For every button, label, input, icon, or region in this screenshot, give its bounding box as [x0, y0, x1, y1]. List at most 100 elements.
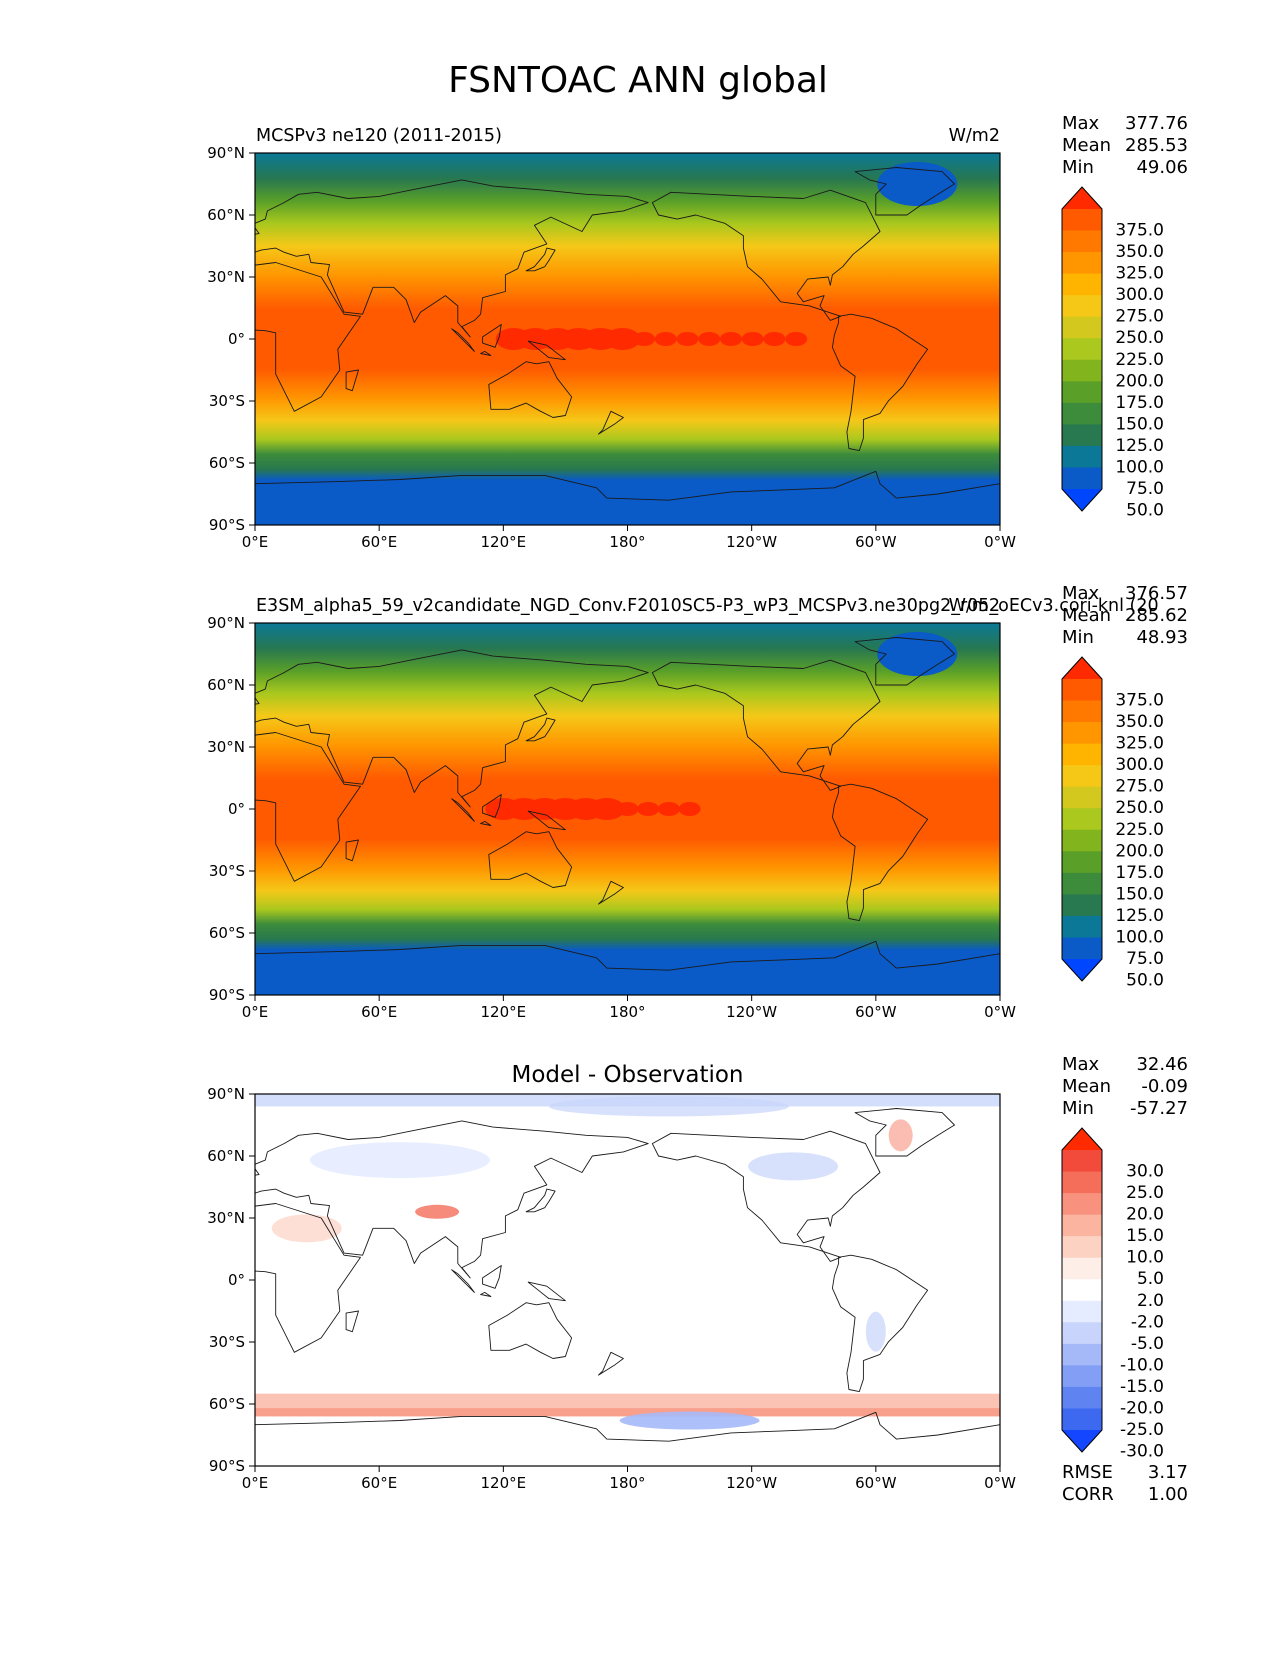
y-tick-label: 30°S — [209, 392, 245, 410]
coastline — [598, 1351, 624, 1376]
coastline — [527, 810, 566, 831]
equatorial-maximum — [678, 802, 701, 816]
equatorial-maximum — [698, 332, 721, 346]
eurasia-bias — [309, 1142, 490, 1179]
panel-title-left: E3SM_alpha5_59_v2candidate_NGD_Conv.F201… — [256, 596, 1159, 616]
colorbar-segment — [1062, 808, 1102, 831]
stat-label: Min — [1062, 157, 1094, 178]
colorbar-label: -20.0 — [1120, 1398, 1164, 1418]
colorbar-label: 30.0 — [1126, 1162, 1164, 1182]
colorbar-label: 75.0 — [1126, 949, 1164, 969]
colorbar-segment — [1062, 273, 1102, 296]
coastline — [345, 1310, 359, 1333]
colorbar-segment — [1062, 1150, 1102, 1173]
x-tick-label: 0°W — [984, 533, 1016, 551]
map-panel-2: 0°E 60°E 120°E 180° 120°W 60°W 0°W 90°N 60°N 30°N… — [207, 583, 1188, 1021]
equatorial-maximum — [588, 798, 625, 820]
colorbar-segment — [1062, 1193, 1102, 1216]
colorbar-segment — [1062, 872, 1102, 895]
coastline — [525, 247, 556, 272]
y-tick-label: 0° — [228, 800, 245, 818]
x-tick-label: 60°E — [361, 1003, 397, 1021]
colorbar-segment — [1062, 679, 1102, 702]
southern-ocean-bias-core — [255, 1408, 1000, 1417]
y-tick-label: 90°S — [209, 986, 245, 1004]
colorbar-segment — [1062, 1343, 1102, 1366]
coastline — [255, 262, 361, 412]
colorbar-segment — [1062, 1365, 1102, 1388]
colorbar-label: 100.0 — [1115, 457, 1164, 477]
colorbar-outline — [1061, 656, 1103, 982]
colorbar-segment — [1062, 1214, 1102, 1237]
y-tick-label: 90°N — [207, 1085, 245, 1103]
x-tick-label: 180° — [609, 533, 645, 551]
colorbar-label: 150.0 — [1115, 884, 1164, 904]
coastline — [480, 820, 492, 826]
colorbar-label: -30.0 — [1120, 1442, 1164, 1462]
colorbar-extend-max — [1062, 657, 1102, 679]
colorbar-label: -15.0 — [1120, 1377, 1164, 1397]
colorbar-segment — [1062, 316, 1102, 339]
colorbar-label: 50.0 — [1126, 971, 1164, 991]
coastline — [255, 649, 649, 808]
colorbar-segment — [1062, 722, 1102, 745]
coastline — [488, 831, 573, 888]
coastline — [255, 1203, 361, 1353]
colorbar-label: 100.0 — [1115, 927, 1164, 947]
coastline — [451, 798, 475, 822]
coastline — [482, 1265, 502, 1289]
colorbar-label: 300.0 — [1115, 285, 1164, 305]
colorbar: 30.025.020.015.010.05.02.0-2.0-5.0-10.0-… — [1061, 1127, 1164, 1462]
coastline — [831, 313, 929, 452]
coastline — [451, 328, 475, 352]
colorbar-segment — [1062, 467, 1102, 490]
coastline — [488, 361, 573, 418]
y-tick-label: 30°N — [207, 268, 245, 286]
colorbar-segment — [1062, 402, 1102, 425]
colorbar-label: 250.0 — [1115, 798, 1164, 818]
colorbar-label: 225.0 — [1115, 820, 1164, 840]
colorbar-segment — [1062, 1171, 1102, 1194]
colorbar-segment — [1062, 1386, 1102, 1409]
antarctic-region — [255, 982, 1000, 995]
equatorial-maximum — [657, 802, 680, 816]
colorbar-label: 275.0 — [1115, 307, 1164, 327]
stat-value: 1.00 — [1148, 1484, 1188, 1505]
coastline — [525, 1188, 556, 1213]
colorbar-segment — [1062, 786, 1102, 809]
colorbar-segment — [1062, 851, 1102, 874]
coastline — [854, 167, 955, 216]
colorbar-segment — [1062, 937, 1102, 960]
south-america-bias — [865, 1311, 886, 1352]
colorbar-label: 125.0 — [1115, 436, 1164, 456]
north-america-bias — [748, 1152, 839, 1181]
antarctic-negative-bias — [619, 1411, 760, 1430]
colorbar-segment — [1062, 230, 1102, 253]
x-tick-label: 120°W — [726, 1003, 777, 1021]
colorbar-label: 125.0 — [1115, 906, 1164, 926]
colorbar-segment — [1062, 1279, 1102, 1302]
colorbar-label: 200.0 — [1115, 841, 1164, 861]
coastlines — [255, 167, 1000, 525]
colorbar-segment — [1062, 424, 1102, 447]
x-tick-label: 0°E — [242, 1003, 269, 1021]
coastline — [345, 369, 359, 392]
x-tick-label: 120°W — [726, 1474, 777, 1492]
y-tick-label: 90°N — [207, 144, 245, 162]
colorbar-outline — [1061, 186, 1103, 512]
colorbar-outline — [1061, 1127, 1103, 1453]
colorbar-segment — [1062, 1408, 1102, 1431]
coastline — [255, 470, 1000, 525]
coastline — [255, 732, 361, 882]
equatorial-maximum — [719, 332, 742, 346]
y-tick-label: 60°N — [207, 1147, 245, 1165]
stat-value: 285.53 — [1125, 135, 1188, 156]
colorbar-extend-min — [1062, 959, 1102, 981]
x-tick-label: 60°E — [361, 1474, 397, 1492]
stat-value: 48.93 — [1136, 627, 1188, 648]
colorbar-segment — [1062, 700, 1102, 723]
stat-label: Mean — [1062, 605, 1111, 626]
colorbar-label: 2.0 — [1137, 1291, 1164, 1311]
colorbar-label: 350.0 — [1115, 242, 1164, 262]
